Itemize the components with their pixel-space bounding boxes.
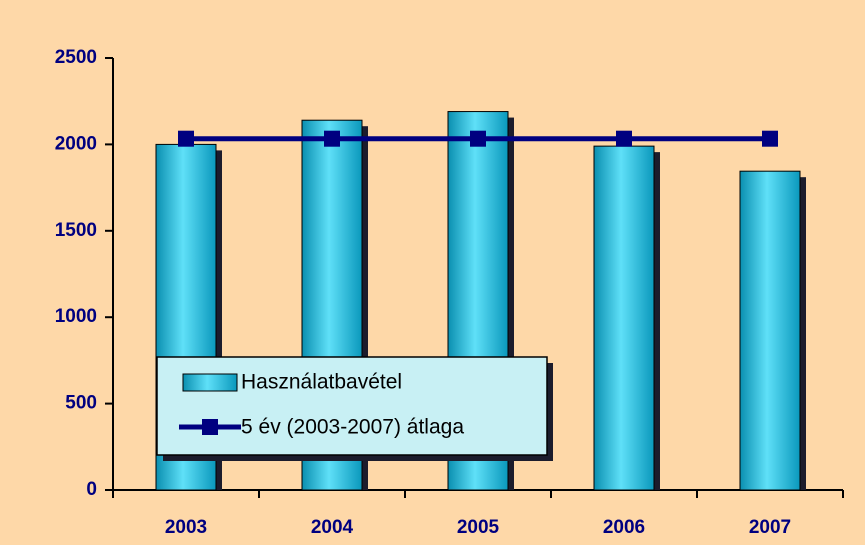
bar bbox=[593, 145, 655, 491]
line-marker bbox=[324, 130, 340, 147]
legend-marker bbox=[202, 419, 218, 435]
y-tick-label: 1000 bbox=[55, 306, 97, 327]
x-tick-label: 2007 bbox=[749, 517, 791, 538]
line-marker bbox=[616, 130, 632, 147]
legend-label: Használatbavétel bbox=[241, 371, 402, 394]
legend bbox=[156, 356, 548, 456]
bar bbox=[739, 170, 801, 491]
legend-label: 5 év (2003-2007) átlaga bbox=[241, 416, 464, 439]
x-tick-label: 2004 bbox=[311, 517, 354, 538]
y-tick-label: 0 bbox=[86, 479, 97, 500]
x-tick-label: 2006 bbox=[603, 517, 645, 538]
line-marker bbox=[470, 130, 486, 147]
y-tick-label: 2500 bbox=[55, 47, 97, 68]
y-tick-label: 1500 bbox=[55, 220, 97, 241]
y-tick-label: 500 bbox=[65, 393, 97, 414]
legend-swatch bbox=[182, 373, 238, 392]
x-tick-label: 2005 bbox=[457, 517, 500, 538]
x-tick-label: 2003 bbox=[165, 517, 207, 538]
line-marker bbox=[178, 130, 194, 147]
y-tick-label: 2000 bbox=[55, 133, 97, 154]
line-marker bbox=[762, 130, 778, 147]
